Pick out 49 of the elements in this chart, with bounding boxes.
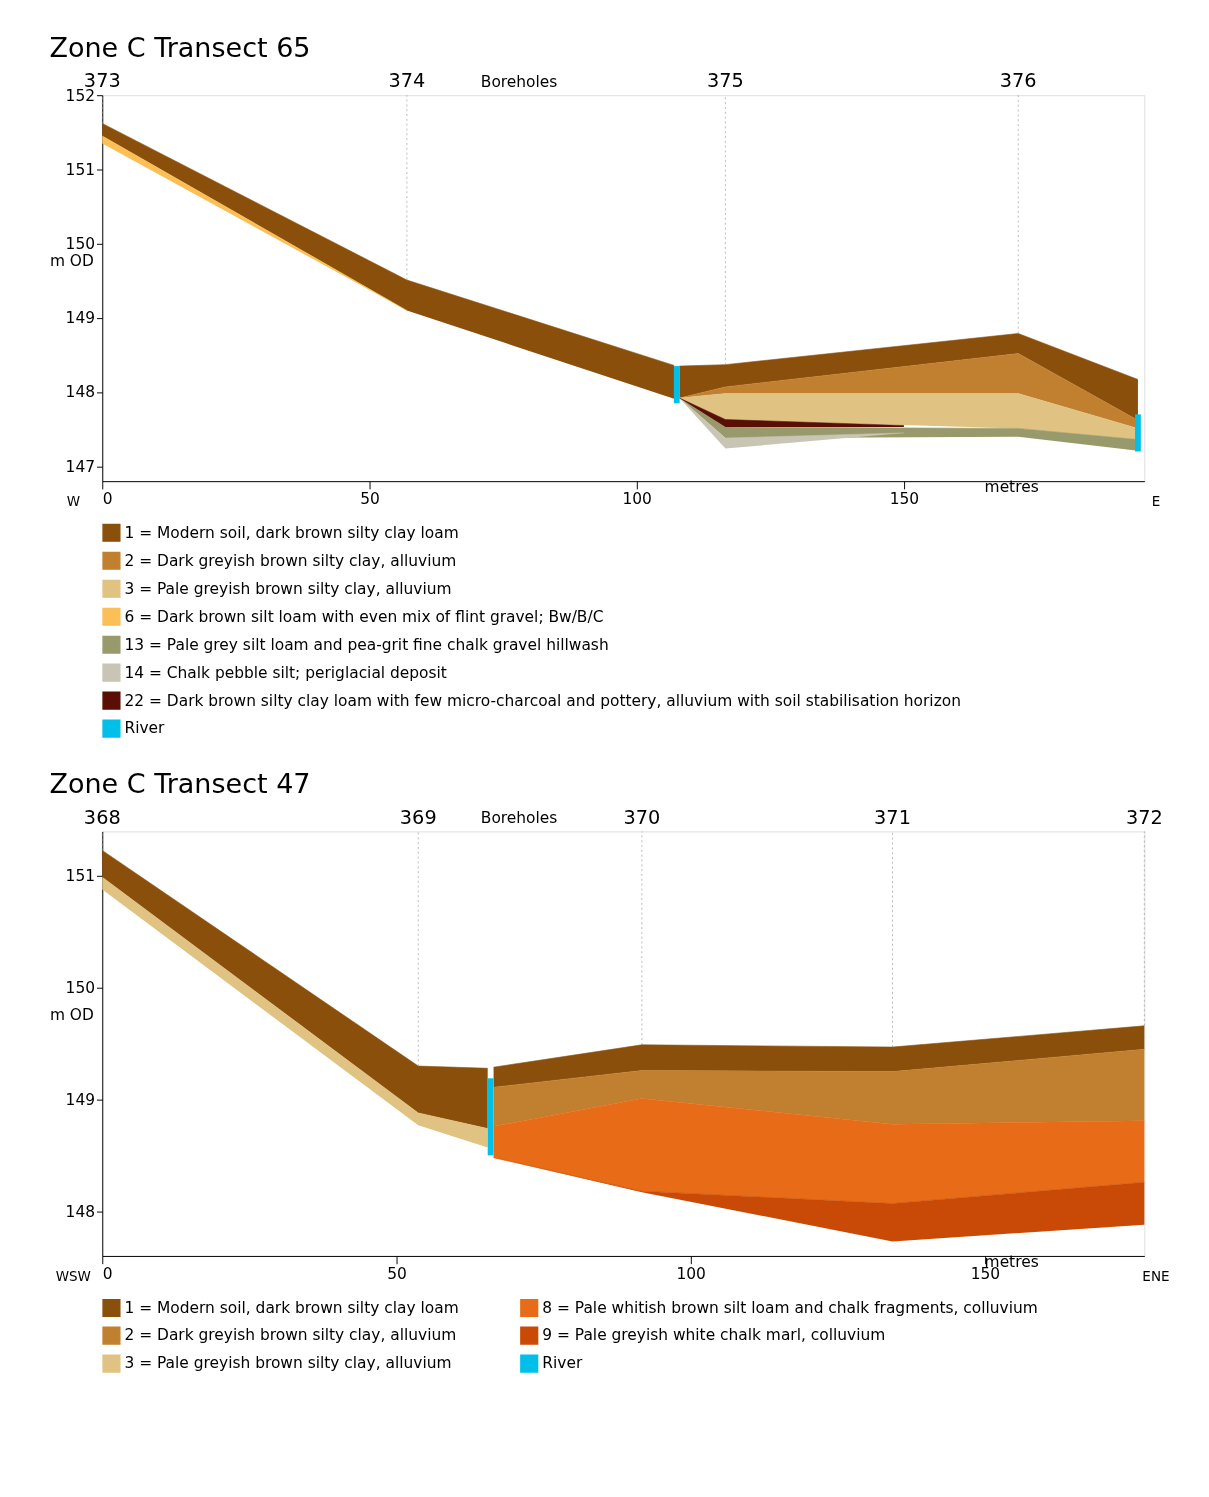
legend-label: River <box>542 1354 583 1373</box>
annotation: 374 <box>388 69 426 93</box>
y-axis-title: m OD <box>49 1006 94 1025</box>
x-tick-label: 50 <box>360 489 380 508</box>
chart-title: Zone C Transect 47 <box>49 767 311 799</box>
text: W <box>66 493 81 510</box>
legend-label: 13 = Pale grey silt loam and pea-grit fine chalk gravel hillwash <box>124 635 609 654</box>
text: E <box>1151 493 1161 510</box>
y-tick-label: 149 <box>65 1090 96 1109</box>
y-tick-label: 147 <box>65 457 96 476</box>
x-tick-label: 100 <box>676 1264 706 1283</box>
legend-label: 9 = Pale greyish white chalk marl, colluvium <box>542 1326 886 1345</box>
legend-label: 1 = Modern soil, dark brown silty clay loam <box>124 523 459 542</box>
x-tick-label: 0 <box>102 489 113 508</box>
text: Boreholes <box>480 72 558 91</box>
annotation: 368 <box>83 805 121 829</box>
y-tick-label: 150 <box>65 979 96 998</box>
annotation: 376 <box>999 69 1037 93</box>
y-tick-label: 148 <box>65 1202 96 1221</box>
x-axis-title: metres <box>984 478 1039 497</box>
y-tick-label: 151 <box>65 160 96 179</box>
y-tick-label: 149 <box>65 309 96 328</box>
y-tick-label: 148 <box>65 383 96 402</box>
annotation: 371 <box>874 805 911 829</box>
annotation: 372 <box>1125 805 1163 829</box>
x-tick-label: 100 <box>622 489 652 508</box>
annotation: 375 <box>706 69 744 93</box>
text: Boreholes <box>480 808 558 827</box>
y-tick-label: 150 <box>65 234 96 253</box>
legend-label: 22 = Dark brown silty clay loam with few micro-charcoal and pottery, alluvium with soil stabilisation horizon <box>124 691 961 710</box>
legend-label: 14 = Chalk pebble silt; periglacial deposit <box>124 663 447 682</box>
legend-label: 1 = Modern soil, dark brown silty clay loam <box>124 1298 459 1317</box>
x-tick-label: 50 <box>387 1264 407 1283</box>
y-tick-label: 151 <box>65 867 96 886</box>
text: WSW <box>55 1268 91 1285</box>
x-tick-label: 0 <box>102 1264 113 1283</box>
legend-label: 3 = Pale greyish brown silty clay, alluvium <box>124 1354 452 1373</box>
legend-label: 2 = Dark greyish brown silty clay, alluvium <box>124 1326 457 1345</box>
legend-label: 8 = Pale whitish brown silt loam and chalk fragments, colluvium <box>542 1298 1038 1317</box>
legend-label: 3 = Pale greyish brown silty clay, alluvium <box>124 579 452 598</box>
legend-label: River <box>124 719 166 738</box>
legend-label: 2 = Dark greyish brown silty clay, alluvium <box>124 551 457 570</box>
annotation: 369 <box>399 805 437 829</box>
x-tick-label: 150 <box>889 489 920 508</box>
y-axis-title: m OD <box>49 252 94 271</box>
annotation: 370 <box>623 805 661 829</box>
text: ENE <box>1142 1268 1170 1285</box>
legend-label: 6 = Dark brown silt loam with even mix of flint gravel; Bw/B/C <box>124 607 604 626</box>
chart-title: Zone C Transect 65 <box>49 31 311 63</box>
